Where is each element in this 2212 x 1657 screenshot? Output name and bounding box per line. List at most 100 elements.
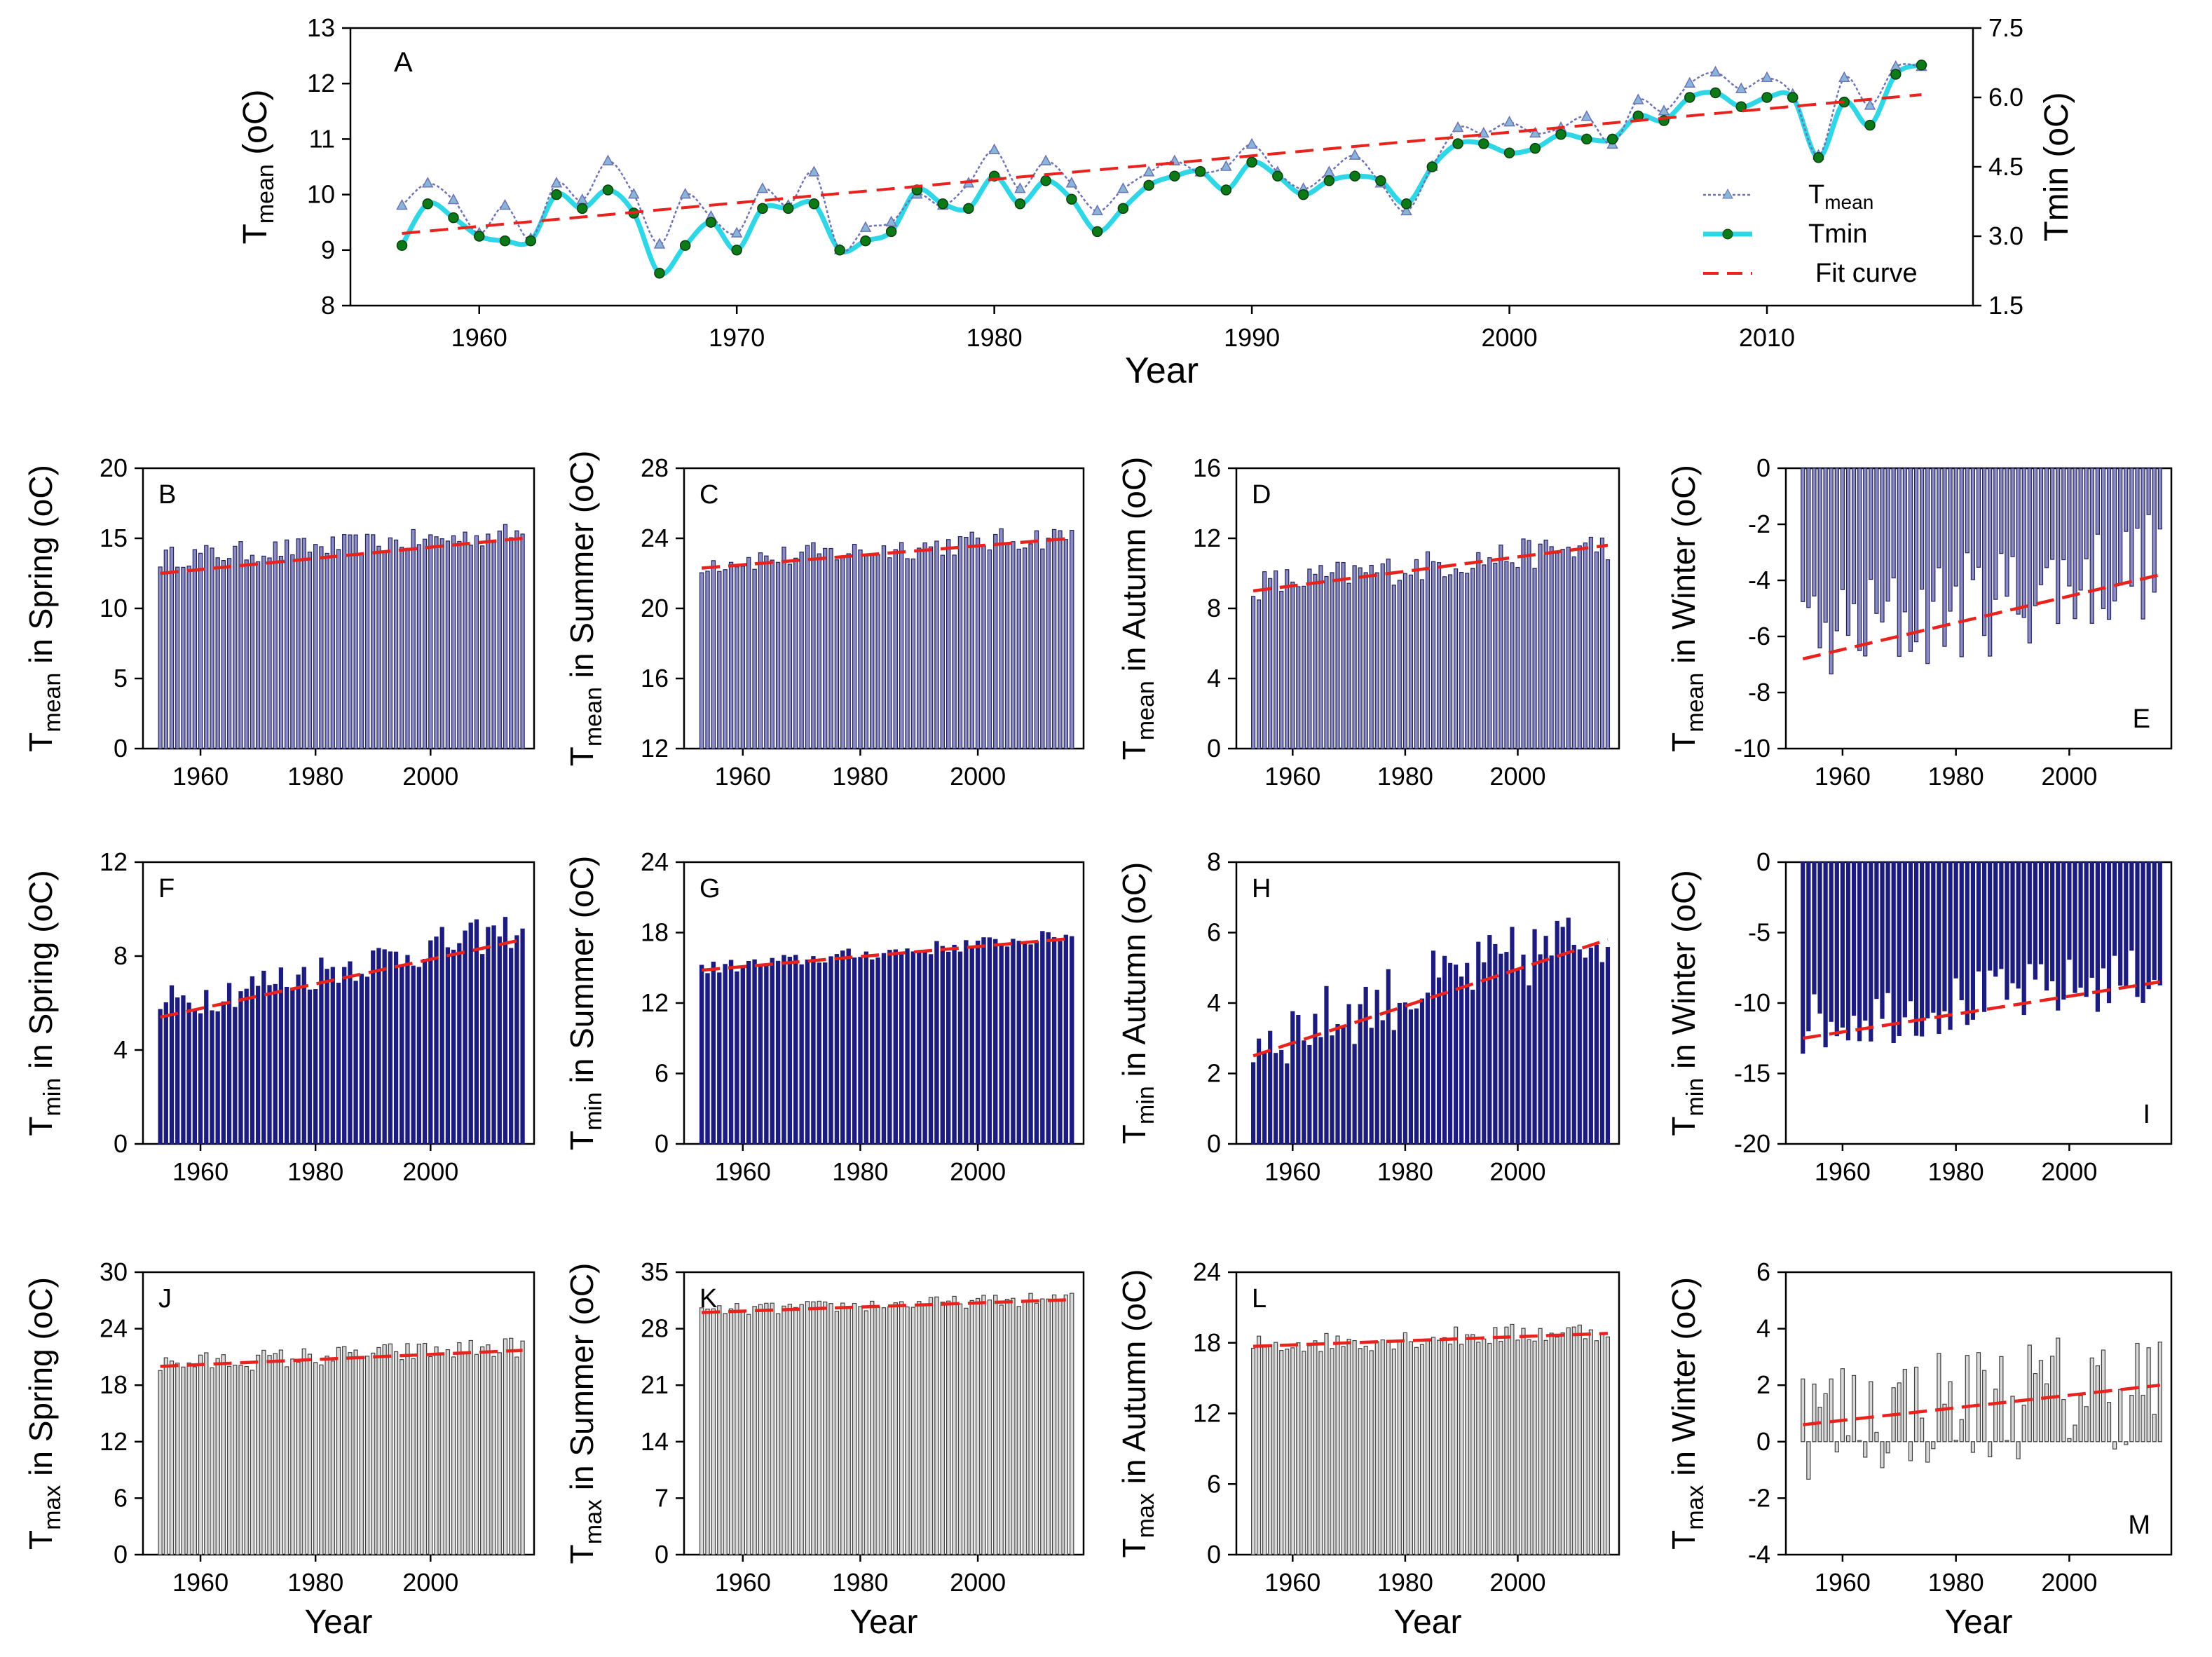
bar [887, 1306, 892, 1555]
bar [1970, 861, 1976, 1020]
bar [940, 1302, 945, 1555]
bar [1493, 943, 1498, 1145]
bar [2038, 1360, 2044, 1443]
bar [1583, 1338, 1588, 1555]
y-tick-label: 18 [641, 918, 669, 947]
y-axis-label: Tmean in Autumn (oC) [1116, 457, 1159, 761]
bar [434, 536, 439, 749]
bar [416, 544, 422, 749]
y-axis-label: Tmin in Autumn (oC) [1116, 862, 1159, 1144]
bar [1521, 1328, 1526, 1555]
bar [957, 536, 963, 749]
bar [267, 1355, 272, 1555]
bar [1806, 1441, 1811, 1480]
y-label-sub: min [1133, 1086, 1159, 1124]
bar [1028, 1293, 1033, 1555]
bar [975, 1297, 981, 1555]
bar [1346, 1004, 1351, 1145]
bar [336, 983, 341, 1145]
bar [175, 1363, 180, 1555]
tmean-point [1452, 121, 1464, 132]
y-label-main: T [22, 1530, 59, 1550]
bar [735, 566, 739, 749]
bar [382, 949, 387, 1145]
bar [210, 1010, 214, 1145]
bar [964, 1307, 969, 1555]
bar [186, 1362, 191, 1555]
bar [922, 949, 927, 1145]
bar [1959, 1419, 1964, 1443]
bar [917, 1301, 922, 1555]
bar [1942, 861, 1947, 1011]
bar [1880, 468, 1885, 623]
bar [1250, 1062, 1256, 1145]
bar [474, 919, 479, 1145]
bar [1527, 985, 1531, 1145]
bar [163, 1357, 168, 1555]
bar [1487, 935, 1492, 1145]
y-tick-label: 0 [655, 1129, 669, 1158]
bar [1431, 1337, 1436, 1555]
bar [273, 983, 278, 1145]
x-tick-label: 1980 [967, 323, 1023, 352]
y-tick-label: 8 [321, 291, 335, 320]
bar [787, 956, 793, 1145]
bar [1498, 544, 1503, 749]
bar [805, 1301, 810, 1555]
bar [210, 1367, 214, 1555]
bar [290, 1358, 295, 1555]
bar [2050, 1356, 2055, 1443]
bar [999, 1304, 1004, 1555]
bar [1352, 565, 1357, 749]
bar [330, 536, 335, 749]
bar [2056, 468, 2061, 625]
bar [2101, 1349, 2106, 1443]
bar [313, 989, 318, 1145]
y2-tick-label: 6.0 [1988, 83, 2023, 111]
bar [2106, 468, 2112, 620]
tmean-point [1684, 76, 1696, 88]
bar [928, 546, 934, 749]
tmin-point [1503, 147, 1515, 158]
y-tick-label: 12 [100, 847, 128, 876]
bar [2124, 861, 2129, 988]
tmin-point [448, 212, 459, 224]
bar [250, 976, 255, 1145]
bar [922, 542, 927, 749]
bar [1920, 861, 1925, 1037]
bar [758, 964, 763, 1145]
bar [497, 531, 502, 749]
bar [1880, 861, 1885, 1019]
bar [793, 1307, 798, 1555]
bar [1806, 861, 1811, 1032]
bar [1257, 599, 1262, 749]
tmin-point [1323, 175, 1335, 186]
bar [255, 986, 261, 1145]
y-label-sub: min [1682, 1078, 1709, 1117]
bar [1948, 861, 1953, 1030]
bar [1885, 468, 1890, 602]
bar [1482, 962, 1487, 1145]
bar [2106, 1402, 2112, 1443]
bar [2112, 468, 2117, 602]
bar [1817, 468, 1822, 648]
bar [987, 549, 992, 749]
bar [1555, 920, 1559, 1145]
bar [1034, 941, 1039, 1145]
panel-d: 0 4 8 12 16 1960 1980 2000 D Tmean in Autumn (oC) [1116, 454, 1620, 791]
bar [2146, 468, 2151, 515]
bar [1302, 585, 1306, 749]
bar [2073, 1424, 2077, 1443]
y-label-sub: min [580, 1092, 607, 1131]
bar [1527, 540, 1531, 749]
bar [371, 950, 376, 1145]
bar [981, 545, 986, 749]
bar [1829, 468, 1834, 675]
bar [999, 945, 1004, 1145]
bar [376, 1346, 381, 1555]
bar [969, 1300, 974, 1555]
bar [711, 1308, 716, 1555]
bar [1515, 969, 1520, 1145]
tmin-point [1040, 175, 1051, 186]
bar [1806, 468, 1811, 608]
